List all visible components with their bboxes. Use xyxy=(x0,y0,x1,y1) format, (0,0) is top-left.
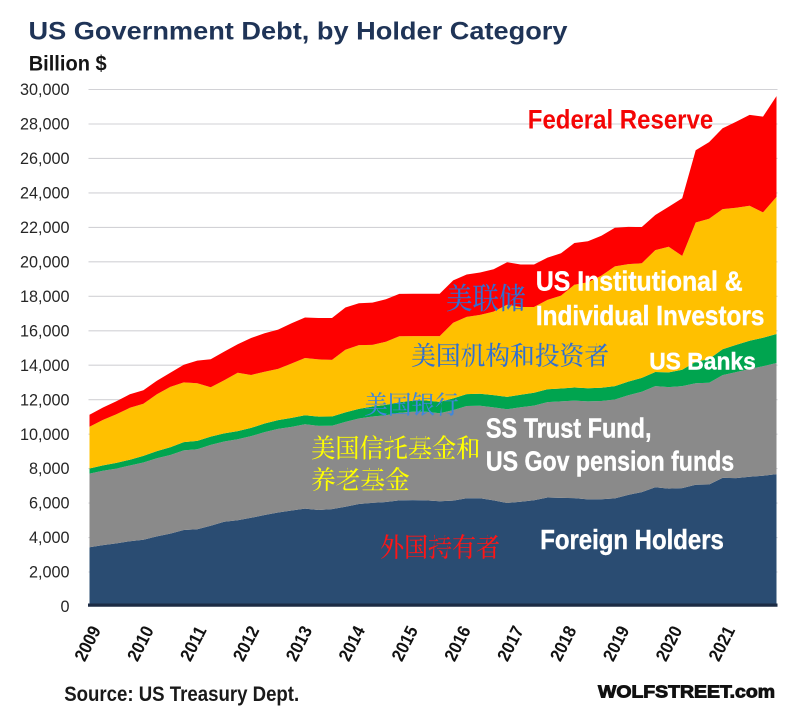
svg-text:6,000: 6,000 xyxy=(29,495,70,513)
svg-text:20,000: 20,000 xyxy=(20,253,70,271)
svg-text:30,000: 30,000 xyxy=(20,81,70,99)
svg-text:16,000: 16,000 xyxy=(20,322,70,340)
svg-text:8,000: 8,000 xyxy=(29,460,70,478)
svg-text:Federal Reserve: Federal Reserve xyxy=(528,105,713,135)
svg-text:4,000: 4,000 xyxy=(29,529,70,547)
svg-text:0: 0 xyxy=(60,598,69,616)
svg-text:22,000: 22,000 xyxy=(20,219,70,237)
svg-text:26,000: 26,000 xyxy=(20,150,70,168)
svg-text:12,000: 12,000 xyxy=(20,391,70,409)
svg-text:Source: US Treasury Dept.: Source: US Treasury Dept. xyxy=(64,683,299,706)
svg-text:Foreign Holders: Foreign Holders xyxy=(540,524,724,555)
svg-text:WOLFSTREET.com: WOLFSTREET.com xyxy=(598,682,775,702)
svg-text:SS Trust Fund,: SS Trust Fund, xyxy=(486,413,652,444)
svg-text:US Banks: US Banks xyxy=(649,349,756,376)
svg-text:2,000: 2,000 xyxy=(29,564,70,582)
svg-text:Individual Investors: Individual Investors xyxy=(536,300,765,331)
svg-text:18,000: 18,000 xyxy=(20,288,70,306)
svg-text:10,000: 10,000 xyxy=(20,426,70,444)
svg-text:US Gov pension funds: US Gov pension funds xyxy=(486,446,734,477)
svg-text:Billion $: Billion $ xyxy=(29,53,107,76)
svg-text:24,000: 24,000 xyxy=(20,185,70,203)
svg-text:14,000: 14,000 xyxy=(20,357,70,375)
svg-text:US Government Debt, by Holder: US Government Debt, by Holder Category xyxy=(29,18,568,46)
svg-text:US Institutional &: US Institutional & xyxy=(536,266,743,297)
svg-text:28,000: 28,000 xyxy=(20,116,70,134)
